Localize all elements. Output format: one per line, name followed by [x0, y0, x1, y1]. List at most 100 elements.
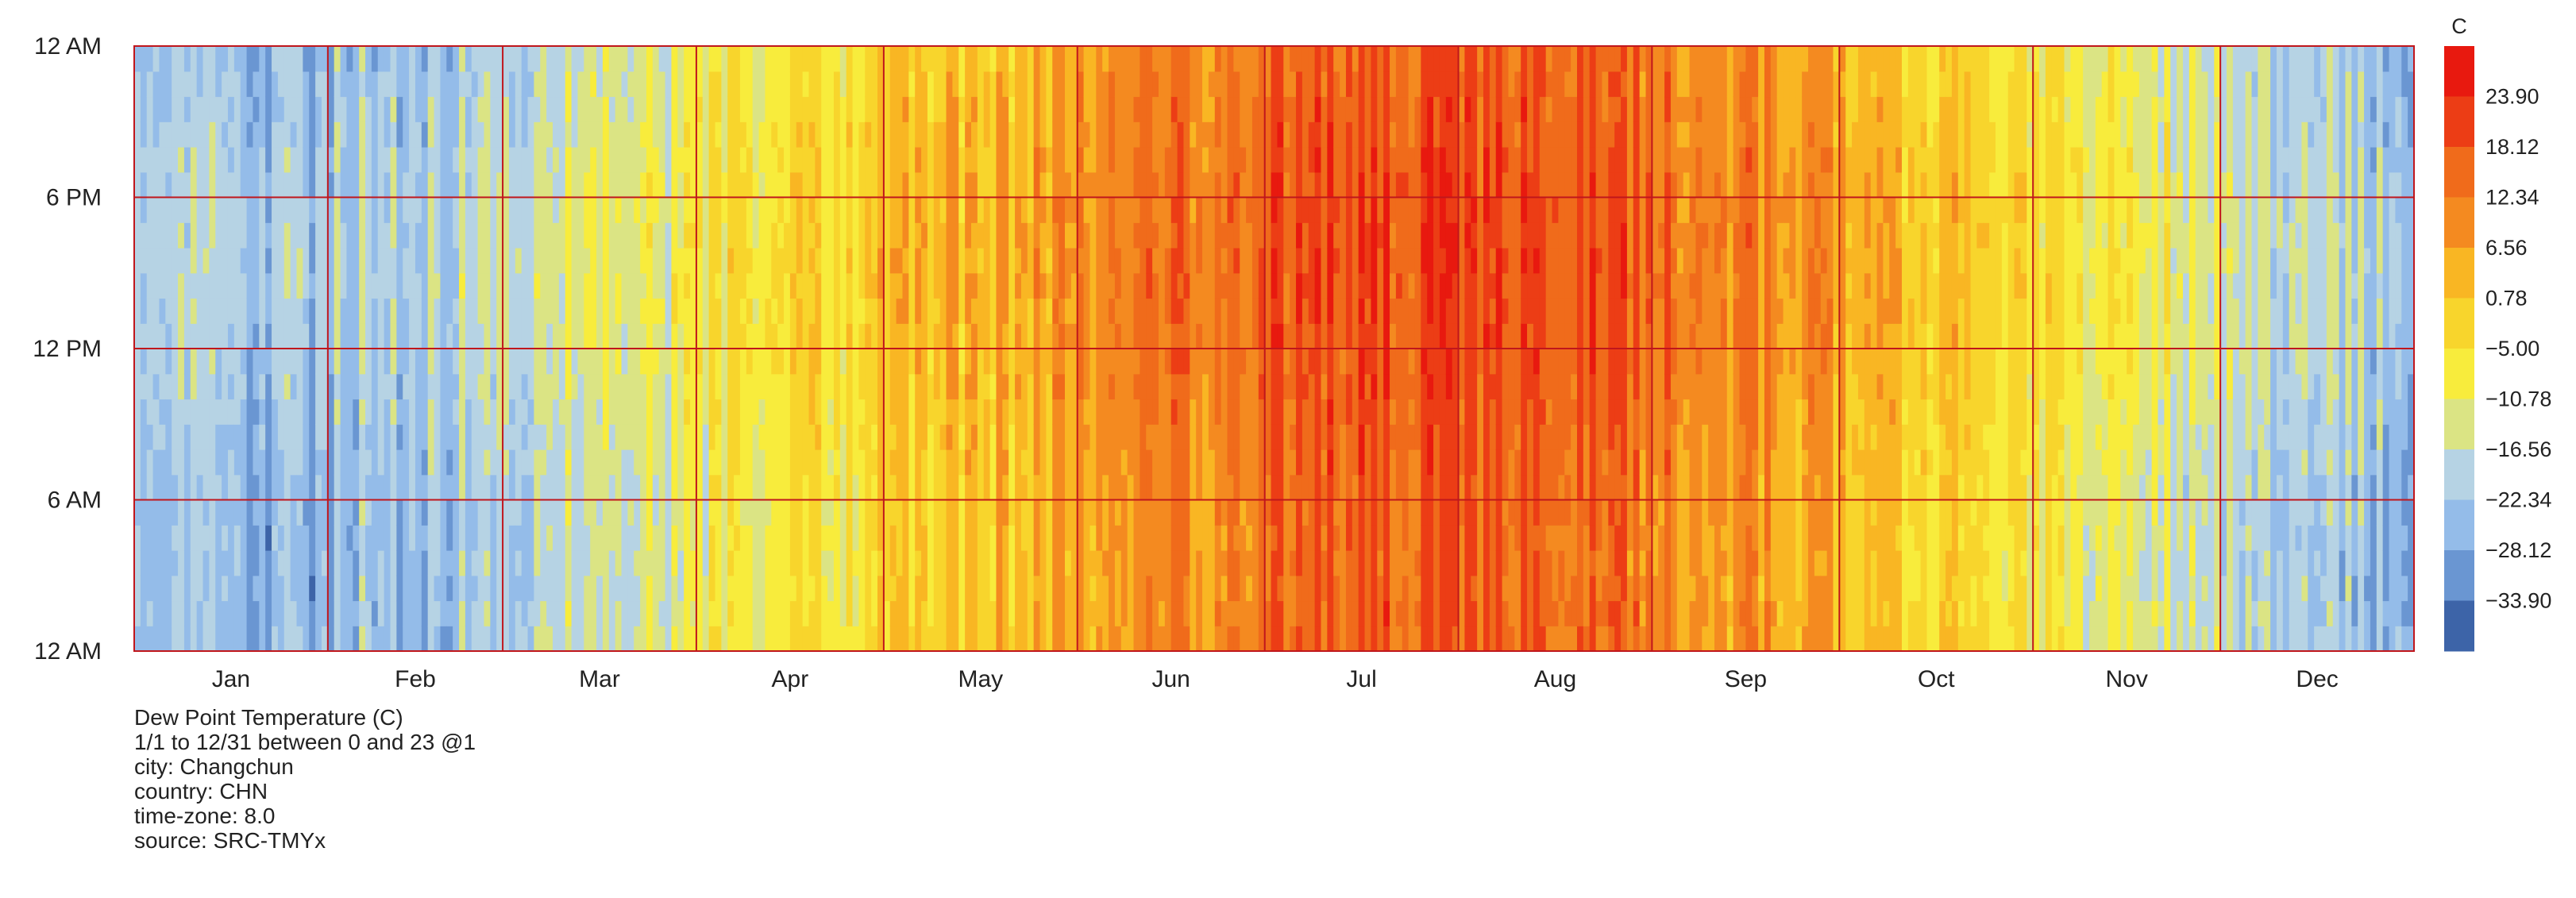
heat-cell: [1427, 197, 1434, 223]
heat-cell: [833, 399, 841, 425]
heat-cell: [808, 575, 816, 602]
heat-cell: [415, 272, 422, 299]
heat-cell: [1321, 172, 1328, 198]
heat-cell: [677, 272, 684, 299]
heat-cell: [365, 172, 372, 198]
heat-cell: [902, 575, 909, 602]
heat-cell: [1246, 172, 1253, 198]
heat-cell: [1190, 222, 1197, 249]
heat-cell: [303, 600, 310, 626]
heat-cell: [1202, 96, 1209, 122]
heat-cell: [1027, 197, 1035, 223]
heat-cell: [1140, 298, 1147, 324]
heat-cell: [265, 575, 272, 602]
heat-cell: [1246, 600, 1253, 626]
heat-cell: [508, 399, 516, 425]
heat-cell: [465, 147, 472, 173]
heat-cell: [290, 272, 298, 299]
heat-cell: [858, 248, 866, 274]
heat-cell: [933, 147, 941, 173]
heat-cell: [1390, 449, 1397, 476]
heat-cell: [459, 424, 466, 450]
heat-cell: [1258, 272, 1266, 299]
heat-cell: [952, 298, 959, 324]
heat-cell: [671, 96, 678, 122]
heat-cell: [1333, 197, 1340, 223]
heat-cell: [1271, 248, 1278, 274]
heat-cell: [584, 121, 591, 148]
heat-cell: [696, 248, 704, 274]
heat-cell: [1314, 449, 1322, 476]
heat-cell: [233, 121, 241, 148]
heat-cell: [227, 147, 235, 173]
heat-cell: [534, 71, 541, 98]
heat-cell: [209, 399, 216, 425]
heat-cell: [777, 197, 785, 223]
heat-cell: [902, 399, 909, 425]
heat-cell: [459, 197, 466, 223]
heat-cell: [1308, 474, 1316, 501]
heat-cell: [1395, 575, 1403, 602]
heat-cell: [1364, 626, 1372, 652]
heat-cell: [1352, 248, 1359, 274]
heat-cell: [1208, 248, 1216, 274]
heat-cell: [1264, 272, 1272, 299]
heat-cell: [1202, 575, 1209, 602]
heat-cell: [558, 323, 566, 349]
heat-cell: [821, 71, 828, 98]
heat-cell: [265, 499, 272, 526]
heat-cell: [952, 349, 959, 375]
heat-cell: [534, 399, 541, 425]
heat-cell: [852, 525, 860, 551]
heat-cell: [1390, 46, 1397, 72]
heat-cell: [746, 626, 754, 652]
heat-cell: [1164, 399, 1172, 425]
heat-cell: [453, 349, 460, 375]
heat-cell: [796, 222, 804, 249]
heat-cell: [172, 298, 179, 324]
heat-cell: [527, 349, 535, 375]
heat-cell: [1221, 96, 1228, 122]
heat-cell: [283, 525, 291, 551]
heat-cell: [272, 449, 279, 476]
heat-cell: [596, 172, 604, 198]
heat-cell: [702, 147, 710, 173]
heat-cell: [1127, 349, 1135, 375]
heat-cell: [1070, 575, 1078, 602]
heat-cell: [1158, 147, 1166, 173]
heat-cell: [1314, 373, 1322, 400]
heat-cell: [796, 525, 804, 551]
heat-cell: [1221, 46, 1228, 72]
heat-cell: [877, 298, 885, 324]
heat-cell: [789, 272, 797, 299]
heat-cell: [1190, 399, 1197, 425]
heat-cell: [1296, 197, 1303, 223]
heat-cell: [296, 197, 303, 223]
heat-cell: [1421, 71, 1428, 98]
heat-cell: [1120, 550, 1128, 576]
heat-cell: [508, 46, 516, 72]
heat-cell: [739, 222, 747, 249]
heat-cell: [277, 349, 285, 375]
heat-cell: [1070, 626, 1078, 652]
heat-cell: [565, 600, 573, 626]
heat-cell: [858, 272, 866, 299]
heat-cell: [1033, 550, 1041, 576]
heat-cell: [852, 399, 860, 425]
heat-cell: [1158, 323, 1166, 349]
heat-cell: [1127, 147, 1135, 173]
heat-cell: [1146, 449, 1153, 476]
heat-cell: [1177, 248, 1185, 274]
heat-cell: [634, 197, 641, 223]
heat-cell: [1321, 399, 1328, 425]
heat-cell: [1059, 96, 1066, 122]
heat-cell: [396, 575, 403, 602]
heat-cell: [365, 499, 372, 526]
heat-cell: [290, 248, 298, 274]
heat-cell: [1177, 272, 1185, 299]
heat-cell: [434, 600, 442, 626]
heat-cell: [403, 349, 410, 375]
heat-cell: [553, 323, 560, 349]
heat-cell: [1046, 525, 1053, 551]
heat-cell: [677, 248, 684, 274]
